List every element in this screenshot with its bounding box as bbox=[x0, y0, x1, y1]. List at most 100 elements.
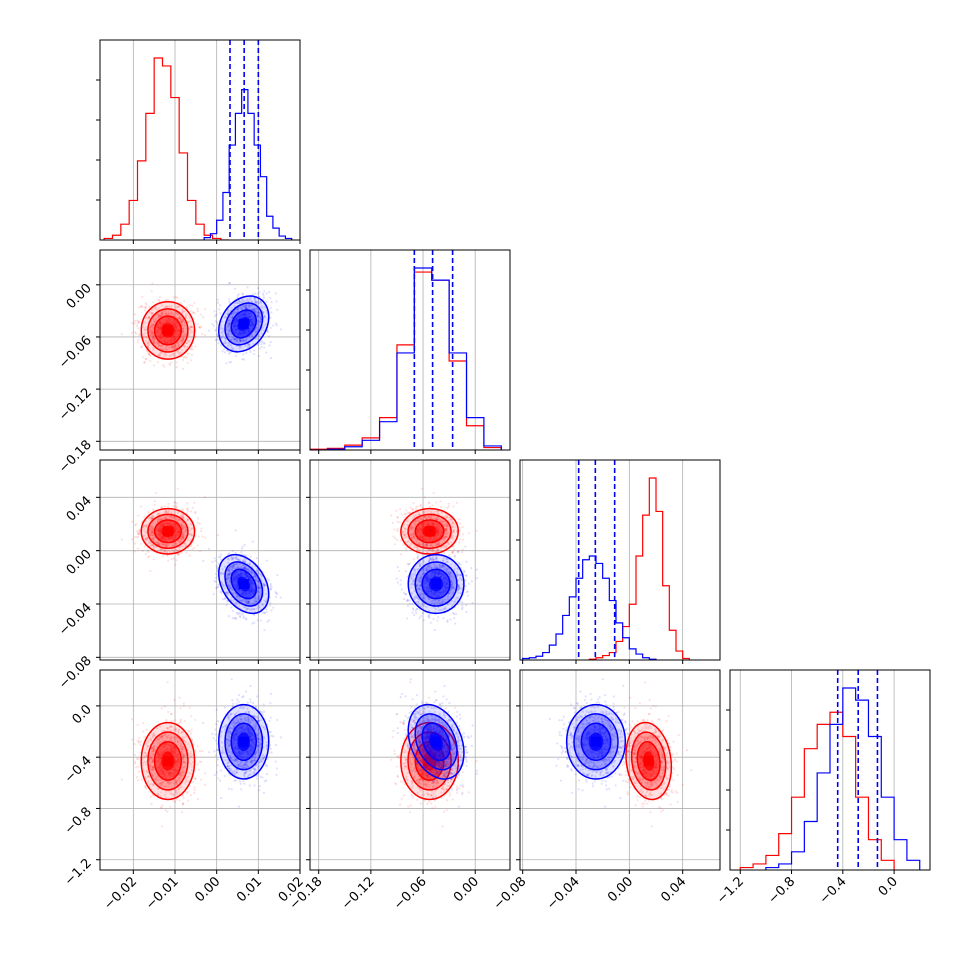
sample-point bbox=[189, 359, 192, 362]
sample-point bbox=[233, 338, 237, 341]
sample-point bbox=[228, 361, 231, 364]
sample-point bbox=[228, 586, 231, 589]
sample-point bbox=[246, 297, 249, 301]
sample-point bbox=[256, 314, 259, 317]
sample-point bbox=[259, 318, 262, 321]
sample-point bbox=[420, 518, 423, 521]
sample-point bbox=[438, 543, 441, 546]
sample-point bbox=[196, 517, 200, 520]
sample-point bbox=[151, 327, 154, 330]
sample-point bbox=[151, 531, 154, 534]
sample-point bbox=[157, 542, 160, 546]
sample-point bbox=[153, 318, 156, 321]
sample-point bbox=[414, 538, 417, 541]
sample-point bbox=[242, 563, 245, 567]
sample-point bbox=[150, 323, 154, 326]
sample-point bbox=[229, 330, 232, 333]
sample-point bbox=[246, 567, 249, 571]
sample-point bbox=[404, 536, 407, 539]
sample-point bbox=[254, 596, 257, 600]
sample-point bbox=[253, 613, 256, 617]
sample-point bbox=[173, 346, 176, 349]
sample-point bbox=[409, 526, 412, 529]
sample-point bbox=[214, 313, 218, 316]
sample-point bbox=[244, 606, 247, 609]
sample-point bbox=[234, 354, 238, 358]
sample-point bbox=[181, 348, 184, 352]
sample-point bbox=[160, 518, 163, 521]
sample-point bbox=[228, 320, 231, 323]
sample-point bbox=[173, 547, 176, 550]
sample-point bbox=[155, 306, 158, 309]
sample-point bbox=[262, 311, 265, 314]
sample-point bbox=[470, 567, 473, 570]
sample-point bbox=[270, 301, 273, 304]
sample-point bbox=[163, 348, 166, 351]
sample-point bbox=[193, 301, 196, 305]
sample-point bbox=[201, 535, 204, 538]
sample-point bbox=[232, 337, 236, 341]
sample-point bbox=[172, 542, 175, 545]
sample-point bbox=[230, 568, 234, 571]
sample-point bbox=[165, 299, 168, 302]
sample-point bbox=[242, 560, 246, 563]
sample-point bbox=[263, 315, 266, 318]
sample-point bbox=[157, 307, 161, 310]
sample-point bbox=[422, 518, 425, 521]
sample-point bbox=[152, 336, 156, 339]
sample-point bbox=[445, 522, 448, 525]
sample-point bbox=[444, 535, 447, 538]
sample-point bbox=[153, 306, 157, 310]
sample-point bbox=[263, 306, 267, 309]
sample-point bbox=[437, 616, 440, 619]
sample-point bbox=[418, 513, 421, 516]
sample-point bbox=[200, 527, 203, 530]
sample-point bbox=[151, 527, 154, 531]
scatter-series-0 bbox=[120, 487, 220, 573]
sample-point bbox=[174, 344, 177, 347]
sample-point bbox=[413, 524, 416, 527]
sample-point bbox=[214, 580, 217, 583]
sample-point bbox=[455, 501, 459, 504]
sample-point bbox=[158, 343, 161, 347]
sample-point bbox=[172, 352, 175, 355]
sample-point bbox=[242, 616, 245, 620]
sample-point bbox=[182, 356, 185, 359]
sample-point bbox=[221, 568, 224, 571]
sample-point bbox=[175, 549, 178, 552]
sample-point bbox=[169, 311, 173, 314]
sample-point bbox=[402, 530, 405, 534]
sample-point bbox=[164, 543, 167, 546]
sample-point bbox=[225, 312, 228, 315]
sample-point bbox=[246, 602, 250, 605]
sample-point bbox=[196, 521, 199, 524]
sample-point bbox=[133, 319, 137, 323]
sample-point bbox=[177, 540, 181, 543]
sample-point bbox=[149, 544, 152, 548]
sample-point bbox=[422, 515, 426, 518]
sample-point bbox=[146, 342, 149, 345]
sample-point bbox=[150, 328, 153, 332]
sample-point bbox=[255, 326, 258, 329]
sample-point bbox=[185, 356, 188, 359]
sample-point bbox=[168, 346, 171, 349]
sample-point bbox=[250, 571, 253, 574]
sample-point bbox=[181, 536, 185, 539]
sample-point bbox=[153, 338, 156, 341]
sample-point bbox=[170, 516, 174, 519]
sample-point bbox=[181, 331, 184, 334]
sample-point bbox=[253, 298, 257, 301]
sample-point bbox=[241, 293, 244, 296]
sample-point bbox=[180, 351, 183, 354]
sample-point bbox=[467, 532, 470, 535]
sample-point bbox=[425, 516, 428, 520]
sample-point bbox=[244, 307, 248, 310]
sample-point bbox=[233, 313, 236, 316]
sample-point bbox=[135, 324, 139, 328]
sample-point bbox=[222, 348, 226, 351]
sample-point bbox=[151, 531, 154, 534]
sample-point bbox=[248, 607, 251, 610]
sample-point bbox=[217, 342, 220, 345]
sample-point bbox=[148, 528, 151, 531]
sample-point bbox=[410, 527, 413, 530]
